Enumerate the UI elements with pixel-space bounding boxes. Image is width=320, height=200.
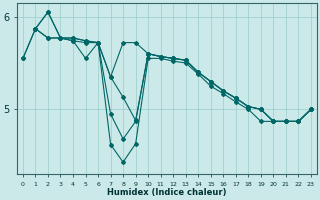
- X-axis label: Humidex (Indice chaleur): Humidex (Indice chaleur): [107, 188, 227, 197]
